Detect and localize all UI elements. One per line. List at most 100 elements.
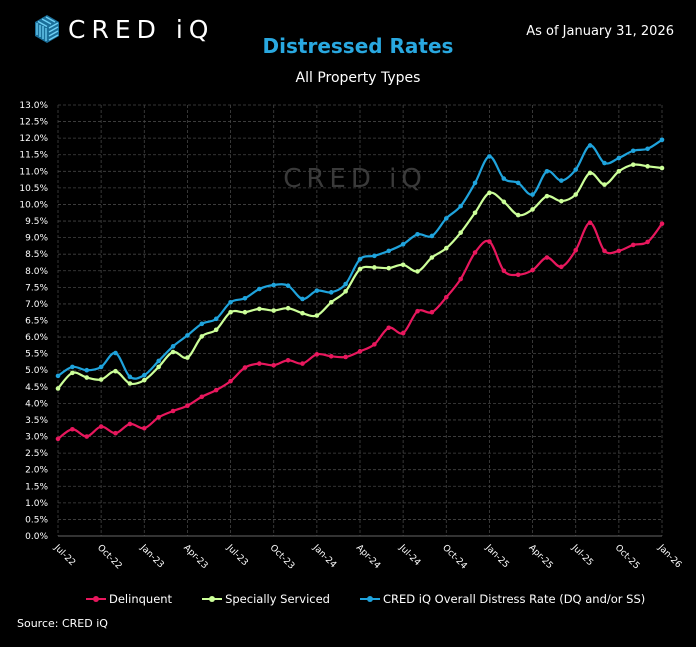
data-point — [386, 248, 392, 254]
data-point — [170, 344, 176, 349]
data-point — [228, 378, 233, 384]
data-point — [84, 434, 90, 439]
data-point — [343, 289, 348, 294]
data-point — [530, 207, 535, 212]
data-point — [616, 169, 622, 174]
y-tick-label: 11.0% — [19, 167, 48, 177]
data-point — [501, 268, 507, 274]
data-point — [185, 333, 190, 338]
data-point — [645, 164, 650, 169]
data-point — [400, 330, 406, 336]
data-point — [156, 364, 161, 370]
as-of-date: As of January 31, 2026 — [526, 24, 674, 39]
data-point — [141, 372, 147, 378]
data-point — [314, 288, 320, 293]
x-tick-label: Jan-25 — [483, 542, 511, 570]
data-point — [487, 239, 492, 244]
data-point — [113, 368, 118, 374]
data-point — [141, 377, 147, 383]
y-tick-label: 8.0% — [25, 267, 48, 277]
data-point — [501, 199, 507, 205]
data-point — [472, 180, 478, 186]
data-point — [544, 255, 550, 260]
logo-text: CRED iQ — [68, 14, 215, 44]
data-point — [98, 424, 104, 429]
x-tick-label: Oct-24 — [440, 543, 469, 572]
legend-item-specially-serviced: Specially Serviced — [202, 592, 330, 606]
data-point — [400, 262, 406, 268]
series-0 — [55, 220, 665, 442]
y-tick-label: 7.5% — [25, 283, 48, 293]
data-point — [185, 403, 190, 409]
data-point — [141, 425, 147, 431]
data-point — [602, 182, 607, 187]
data-point — [659, 221, 665, 226]
data-point — [213, 387, 219, 393]
data-point — [271, 362, 277, 368]
y-tick-label: 12.0% — [19, 134, 48, 144]
y-tick-label: 3.5% — [25, 416, 48, 426]
data-point — [257, 306, 262, 312]
data-point — [630, 162, 636, 167]
data-point — [314, 352, 320, 357]
data-point — [458, 230, 463, 235]
data-point — [257, 361, 262, 366]
data-point — [70, 364, 75, 370]
data-point — [372, 265, 377, 270]
data-point — [386, 265, 392, 271]
data-point — [127, 381, 133, 386]
data-point — [242, 309, 248, 315]
data-point — [616, 248, 622, 254]
data-point — [487, 154, 492, 159]
data-point — [185, 355, 190, 360]
data-point — [328, 299, 334, 305]
data-point — [458, 276, 463, 282]
data-point — [544, 193, 550, 199]
data-point — [113, 430, 118, 436]
chart-subtitle: All Property Types — [295, 70, 421, 86]
data-point — [472, 250, 478, 255]
data-point — [55, 386, 61, 391]
y-tick-label: 8.5% — [25, 250, 48, 260]
data-point — [573, 167, 579, 172]
data-point — [443, 294, 449, 300]
y-tick-label: 4.5% — [25, 383, 48, 393]
data-point — [300, 361, 305, 366]
data-point — [228, 299, 233, 305]
data-point — [630, 242, 636, 248]
y-tick-label: 11.5% — [19, 151, 48, 161]
y-tick-label: 6.5% — [25, 317, 48, 327]
data-point — [372, 253, 377, 259]
data-point — [587, 170, 593, 176]
data-point — [602, 248, 607, 254]
data-point — [285, 357, 291, 363]
data-point — [372, 342, 377, 347]
y-tick-label: 4.0% — [25, 399, 48, 409]
data-point — [415, 269, 420, 274]
data-point — [98, 377, 104, 382]
watermark: CRED iQ — [283, 164, 427, 194]
data-point — [228, 309, 233, 315]
data-point — [328, 354, 334, 359]
data-point — [170, 349, 176, 355]
x-tick-label: Oct-23 — [268, 543, 296, 571]
data-point — [587, 143, 593, 148]
x-tick-label: Oct-25 — [613, 543, 641, 571]
data-point — [257, 286, 262, 292]
data-point — [314, 313, 320, 318]
x-tick-label: Apr-24 — [354, 543, 382, 571]
chart-title: Distressed Rates — [262, 34, 454, 58]
x-tick-label: Jul-24 — [396, 542, 422, 568]
y-tick-label: 1.5% — [25, 482, 48, 492]
x-tick-label: Oct-22 — [95, 543, 123, 571]
data-point — [530, 192, 535, 197]
series-2 — [55, 137, 665, 380]
legend-label: Delinquent — [109, 592, 173, 606]
legend-swatch — [86, 596, 106, 602]
legend-item-overall: CRED iQ Overall Distress Rate (DQ and/or… — [359, 592, 645, 606]
data-point — [659, 137, 665, 143]
data-point — [515, 212, 521, 218]
y-tick-label: 2.0% — [25, 466, 48, 476]
data-point — [429, 255, 435, 260]
